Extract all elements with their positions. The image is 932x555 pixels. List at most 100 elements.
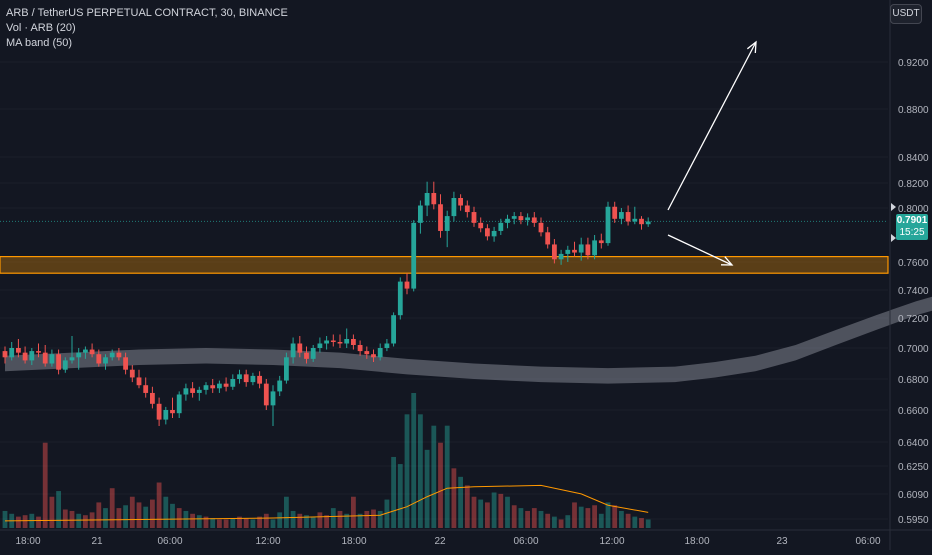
volume-bar (203, 516, 209, 528)
candle-body (424, 193, 430, 206)
volume-bar (418, 414, 423, 528)
candle-body (431, 193, 437, 205)
volume-bar (210, 518, 216, 528)
candle (531, 212, 537, 227)
candle-body (36, 351, 41, 353)
volume-bar (237, 516, 242, 528)
candle-body (598, 240, 604, 244)
time-tick-label: 12:00 (599, 536, 624, 547)
volume-bar (270, 519, 276, 528)
volume-bar (344, 513, 350, 528)
candle-body (592, 240, 597, 256)
volume-bar (605, 502, 611, 528)
candle-body (498, 222, 504, 231)
candle (397, 277, 403, 320)
candle-body (585, 244, 591, 256)
price-tick-label: 0.8200 (898, 179, 929, 190)
candle-body (377, 348, 383, 358)
price-tick-label: 0.8800 (898, 105, 929, 116)
volume-bar (351, 496, 356, 528)
ma-band (5, 296, 932, 384)
candle (391, 312, 396, 347)
candle-body (49, 354, 55, 364)
volume-bar (337, 510, 343, 528)
candle-body (230, 379, 236, 387)
candle (22, 346, 28, 364)
currency-button[interactable]: USDT (890, 4, 922, 24)
candle-body (485, 228, 490, 237)
candle (377, 343, 383, 361)
candle (458, 194, 463, 211)
candle-body (136, 377, 142, 386)
candle (290, 337, 296, 364)
volume-bar (230, 518, 236, 528)
symbol-title[interactable]: ARB / TetherUS PERPETUAL CONTRACT, 30, B… (6, 7, 288, 19)
candle (29, 348, 35, 366)
volume-bar (364, 510, 370, 528)
bearish-arrow (667, 234, 734, 266)
arrow-shaft (667, 41, 757, 211)
volume-bar (243, 518, 249, 528)
candle-body (203, 385, 209, 390)
time-tick-label: 06:00 (855, 536, 880, 547)
volume-bar (257, 516, 262, 528)
volume-bar (572, 502, 577, 528)
candle (317, 337, 323, 353)
candle (210, 379, 216, 393)
candle-body (391, 315, 396, 344)
volume-bar (103, 508, 108, 528)
candle (357, 340, 363, 356)
candle (136, 369, 142, 389)
candle-body (645, 221, 651, 225)
candle-body (411, 222, 417, 289)
candle-body (344, 339, 350, 344)
candle-body (103, 357, 108, 364)
volume-bar (36, 516, 41, 528)
candle-body (9, 348, 15, 358)
volume-bar (612, 505, 618, 528)
candle (585, 237, 591, 260)
volume-bar (290, 510, 296, 528)
volume-bar (123, 505, 128, 528)
volume-bar (223, 519, 229, 528)
candle (498, 218, 504, 235)
price-tick-label: 0.9200 (898, 58, 929, 69)
ma-band-indicator-label[interactable]: MA band (50) (6, 37, 73, 49)
time-tick-label: 12:00 (255, 536, 280, 547)
candle (96, 349, 102, 367)
candle (545, 226, 551, 249)
volume-bar (505, 496, 510, 528)
candle (190, 382, 195, 398)
volume-bar (518, 508, 524, 528)
candle-body (297, 343, 303, 353)
volume-bar (277, 512, 283, 528)
candle-body (552, 244, 557, 260)
candle (330, 334, 336, 347)
candle (525, 213, 530, 226)
candle (109, 349, 115, 361)
candle (237, 369, 242, 384)
volume-bar (2, 510, 8, 528)
volume-bar (62, 509, 68, 528)
candle-body (619, 212, 624, 219)
volume-bar (424, 449, 430, 528)
time-tick-label: 22 (434, 536, 446, 547)
volume-bar (190, 513, 195, 528)
candle-body (190, 388, 195, 393)
candle (42, 345, 48, 367)
price-tick-label: 0.7400 (898, 286, 929, 297)
candle (183, 383, 189, 401)
candle (364, 346, 370, 359)
volume-indicator-label[interactable]: Vol · ARB (20) (6, 22, 76, 34)
volume-bar (538, 510, 544, 528)
candle (518, 212, 524, 225)
candle (424, 181, 430, 217)
volume-bar (464, 485, 470, 528)
candle-body (109, 352, 115, 358)
candle-body (243, 374, 249, 383)
time-tick-label: 06:00 (157, 536, 182, 547)
candle-body (143, 385, 149, 393)
volume-bar (397, 464, 403, 528)
